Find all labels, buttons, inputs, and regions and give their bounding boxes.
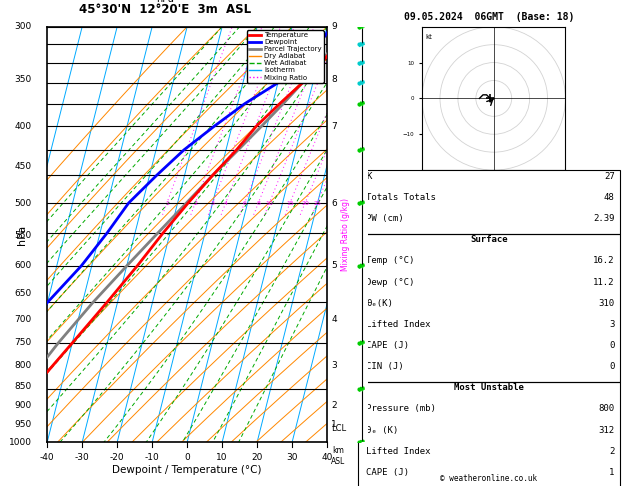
Text: 8: 8 xyxy=(331,75,337,85)
Text: 2: 2 xyxy=(610,447,615,456)
Text: 7: 7 xyxy=(331,122,337,131)
Text: 5: 5 xyxy=(331,261,337,270)
Text: 350: 350 xyxy=(14,75,32,85)
Text: 550: 550 xyxy=(14,231,32,241)
Text: CIN (J): CIN (J) xyxy=(366,362,404,371)
Text: 45°30'N  12°20'E  3m  ASL: 45°30'N 12°20'E 3m ASL xyxy=(79,3,251,17)
Text: 310: 310 xyxy=(599,299,615,308)
Text: hPa: hPa xyxy=(156,0,174,4)
Text: 6: 6 xyxy=(331,199,337,208)
Text: 600: 600 xyxy=(14,261,32,270)
Text: 4: 4 xyxy=(224,201,228,206)
Bar xyxy=(358,382,620,486)
Text: Temp (°C): Temp (°C) xyxy=(366,256,415,265)
Text: Surface: Surface xyxy=(470,235,508,244)
Text: 8: 8 xyxy=(257,201,260,206)
Text: 0: 0 xyxy=(610,362,615,371)
Text: Most Unstable: Most Unstable xyxy=(454,383,524,392)
Text: 15: 15 xyxy=(286,201,294,206)
Text: θₑ (K): θₑ (K) xyxy=(366,426,398,434)
Text: 3: 3 xyxy=(610,320,615,329)
Text: 450: 450 xyxy=(14,162,32,171)
Text: Lifted Index: Lifted Index xyxy=(366,447,431,456)
Text: -30: -30 xyxy=(75,452,89,462)
Text: km
ASL: km ASL xyxy=(331,447,345,466)
Text: -10: -10 xyxy=(145,452,160,462)
Text: 3: 3 xyxy=(211,201,214,206)
Text: 650: 650 xyxy=(14,289,32,298)
Text: 20: 20 xyxy=(252,452,263,462)
Text: 300: 300 xyxy=(14,22,32,31)
Text: 0: 0 xyxy=(184,452,190,462)
Text: 40: 40 xyxy=(321,452,333,462)
Text: -20: -20 xyxy=(110,452,125,462)
Text: 312: 312 xyxy=(599,426,615,434)
Text: 900: 900 xyxy=(14,401,32,410)
Text: CAPE (J): CAPE (J) xyxy=(366,468,409,477)
Text: 0: 0 xyxy=(610,341,615,350)
Text: 6: 6 xyxy=(243,201,247,206)
Text: Lifted Index: Lifted Index xyxy=(366,320,431,329)
Text: 2: 2 xyxy=(331,401,337,410)
Text: 800: 800 xyxy=(599,404,615,414)
Text: 20: 20 xyxy=(301,201,309,206)
Text: Dewp (°C): Dewp (°C) xyxy=(366,278,415,287)
Text: 950: 950 xyxy=(14,420,32,429)
Text: Dewpoint / Temperature (°C): Dewpoint / Temperature (°C) xyxy=(113,465,262,475)
Text: Mixing Ratio (g/kg): Mixing Ratio (g/kg) xyxy=(341,198,350,271)
Text: 10: 10 xyxy=(265,201,273,206)
Text: 750: 750 xyxy=(14,338,32,347)
Text: 4: 4 xyxy=(331,314,337,324)
Text: kt: kt xyxy=(426,34,433,40)
Text: 48: 48 xyxy=(604,193,615,202)
Legend: Temperature, Dewpoint, Parcel Trajectory, Dry Adiabat, Wet Adiabat, Isotherm, Mi: Temperature, Dewpoint, Parcel Trajectory… xyxy=(247,30,323,83)
Text: 400: 400 xyxy=(14,122,32,131)
Text: 10: 10 xyxy=(216,452,228,462)
Text: 2: 2 xyxy=(193,201,198,206)
Text: CAPE (J): CAPE (J) xyxy=(366,341,409,350)
Text: LCL: LCL xyxy=(331,424,347,433)
Text: 800: 800 xyxy=(14,361,32,370)
Text: PW (cm): PW (cm) xyxy=(366,214,404,223)
Text: 25: 25 xyxy=(313,201,321,206)
Bar xyxy=(358,170,620,234)
Text: 27: 27 xyxy=(604,172,615,181)
Text: 500: 500 xyxy=(14,199,32,208)
Text: Totals Totals: Totals Totals xyxy=(366,193,436,202)
Text: 1: 1 xyxy=(331,420,337,429)
Text: K: K xyxy=(366,172,372,181)
Text: 11.2: 11.2 xyxy=(593,278,615,287)
Bar xyxy=(358,234,620,382)
Text: 16.2: 16.2 xyxy=(593,256,615,265)
Text: 2.39: 2.39 xyxy=(593,214,615,223)
Text: 1000: 1000 xyxy=(9,438,32,447)
Text: Pressure (mb): Pressure (mb) xyxy=(366,404,436,414)
Text: 3: 3 xyxy=(331,361,337,370)
Text: 1: 1 xyxy=(165,201,169,206)
Text: © weatheronline.co.uk: © weatheronline.co.uk xyxy=(440,474,538,483)
Text: 9: 9 xyxy=(331,22,337,31)
Text: 30: 30 xyxy=(286,452,298,462)
Text: 850: 850 xyxy=(14,382,32,391)
Text: 700: 700 xyxy=(14,314,32,324)
Text: 09.05.2024  06GMT  (Base: 18): 09.05.2024 06GMT (Base: 18) xyxy=(404,12,574,22)
Text: θₑ(K): θₑ(K) xyxy=(366,299,393,308)
Text: hPa: hPa xyxy=(17,225,27,244)
Text: 1: 1 xyxy=(610,468,615,477)
Text: -40: -40 xyxy=(40,452,55,462)
